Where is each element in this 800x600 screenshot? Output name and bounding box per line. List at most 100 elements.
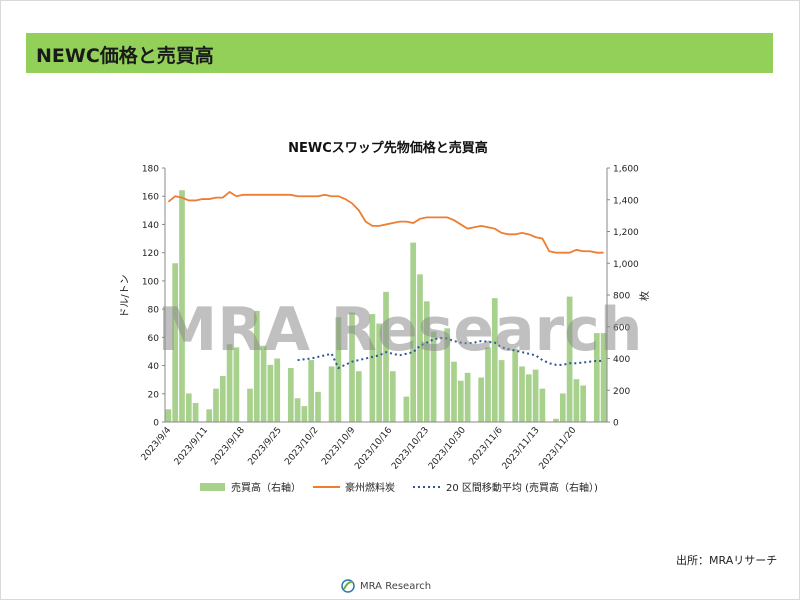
- volume-bar: [213, 388, 219, 422]
- source-note: 出所：MRAリサーチ: [676, 554, 778, 567]
- y2-tick-label: 1,600: [613, 165, 639, 175]
- y-tick-label: 160: [142, 193, 159, 203]
- volume-bar: [600, 333, 607, 422]
- y2-tick-label: 200: [613, 387, 630, 397]
- volume-bar: [315, 391, 321, 422]
- legend-label-price: 豪州燃料炭: [345, 481, 395, 494]
- volume-bar: [260, 345, 267, 422]
- legend-label-moving-average: 20 区間移動平均 (売買高（右軸）): [446, 481, 598, 494]
- volume-bar: [253, 310, 260, 423]
- volume-bar: [301, 406, 308, 423]
- volume-bar: [519, 366, 525, 422]
- volume-bar: [566, 296, 573, 422]
- volume-bar: [355, 371, 362, 422]
- legend-swatch-volume: [200, 483, 225, 491]
- volume-bar: [192, 402, 199, 422]
- x-tick-label: 2023/9/25: [246, 426, 283, 468]
- volume-bar: [580, 385, 587, 422]
- volume-bar: [267, 364, 274, 422]
- volume-bar: [464, 372, 471, 422]
- volume-bar: [512, 348, 519, 422]
- volume-bar: [185, 393, 192, 422]
- volume-bar: [389, 371, 396, 422]
- volume-bar: [165, 409, 172, 422]
- volume-bar: [478, 377, 485, 422]
- volume-bar: [559, 393, 566, 422]
- legend: 売買高（右軸） 豪州燃料炭 20 区間移動平均 (売買高（右軸）): [200, 481, 598, 494]
- x-tick-label: 2023/10/16: [353, 425, 394, 471]
- x-tick-label: 2023/9/11: [173, 426, 210, 468]
- volume-bar: [553, 418, 559, 422]
- volume-bar: [593, 333, 600, 422]
- y-tick-label: 40: [148, 362, 160, 372]
- volume-bar: [417, 274, 423, 422]
- y-tick-label: 140: [142, 221, 159, 231]
- y2-tick-label: 1,000: [613, 260, 639, 270]
- volume-bar: [179, 190, 185, 422]
- x-tick-label: 2023/10/2: [283, 426, 320, 468]
- volume-bar: [383, 291, 389, 422]
- y-axis-label: ドル/トン: [120, 274, 131, 317]
- volume-bar: [172, 263, 179, 422]
- legend-label-volume: 売買高（右軸）: [231, 481, 301, 494]
- volume-bar: [219, 375, 226, 422]
- volume-bar: [349, 312, 355, 422]
- x-tick-label: 2023/11/13: [501, 426, 542, 472]
- volume-bar: [247, 388, 253, 422]
- y2-tick-label: 0: [613, 419, 619, 429]
- x-tick-label: 2023/9/18: [210, 425, 247, 467]
- volume-bar: [376, 323, 383, 422]
- y2-axis-label: 枚: [638, 291, 651, 301]
- volume-bar: [573, 379, 580, 422]
- volume-bar: [451, 361, 457, 422]
- volume-bar: [206, 409, 213, 422]
- y-tick-label: 120: [142, 249, 159, 259]
- mra-logo-icon: [341, 579, 355, 593]
- price-line: [167, 190, 604, 254]
- y2-tick-label: 600: [613, 323, 630, 333]
- y2-tick-label: 400: [613, 355, 630, 365]
- volume-bar: [444, 328, 451, 422]
- volume-bar: [294, 398, 301, 422]
- volume-bar: [226, 344, 233, 422]
- watermark: MRA Research: [158, 295, 643, 365]
- volume-bar: [457, 380, 464, 422]
- volume-bar: [335, 317, 342, 422]
- volume-bar: [369, 314, 376, 422]
- volume-bar: [287, 368, 294, 422]
- y2-tick-label: 1,400: [613, 196, 639, 206]
- volume-bar: [328, 366, 335, 422]
- volume-bar: [525, 374, 532, 423]
- y-tick-label: 60: [148, 334, 160, 344]
- volume-bar: [498, 360, 505, 422]
- logo-text: MRA Research: [360, 580, 432, 592]
- volume-bar: [410, 242, 417, 422]
- volume-bar: [403, 396, 410, 422]
- volume-bar: [308, 360, 315, 422]
- y-tick-label: 20: [148, 390, 160, 400]
- y-tick-label: 180: [142, 165, 159, 175]
- x-tick-label: 2023/10/9: [320, 425, 357, 467]
- x-tick-label: 2023/11/20: [537, 425, 578, 471]
- volume-bar: [430, 331, 437, 422]
- y-tick-label: 100: [142, 277, 159, 287]
- chart-title: NEWCスワップ先物価格と売買高: [288, 140, 488, 156]
- y2-tick-label: 800: [613, 292, 630, 302]
- y2-tick-label: 1,200: [613, 228, 639, 238]
- volume-bar: [274, 358, 281, 422]
- volume-bar: [233, 347, 240, 422]
- y-tick-label: 80: [148, 306, 160, 316]
- x-tick-label: 2023/10/30: [427, 425, 468, 471]
- volume-bar: [532, 369, 539, 422]
- plot-area: 0 20 40 60 80 100 120 140 160 180 0 200 400 600 800 1,0…: [140, 165, 639, 472]
- moving-average-line: [297, 336, 604, 370]
- header-bar: NEWC価格と売買高: [26, 33, 773, 73]
- y-tick-label: 0: [153, 419, 159, 429]
- x-tick-label: 2023/11/6: [467, 425, 504, 467]
- volume-bar: [491, 298, 498, 422]
- x-tick-label: 2023/10/23: [390, 426, 431, 472]
- volume-bar: [485, 347, 491, 422]
- volume-bar: [539, 388, 546, 422]
- volume-bar: [423, 301, 430, 422]
